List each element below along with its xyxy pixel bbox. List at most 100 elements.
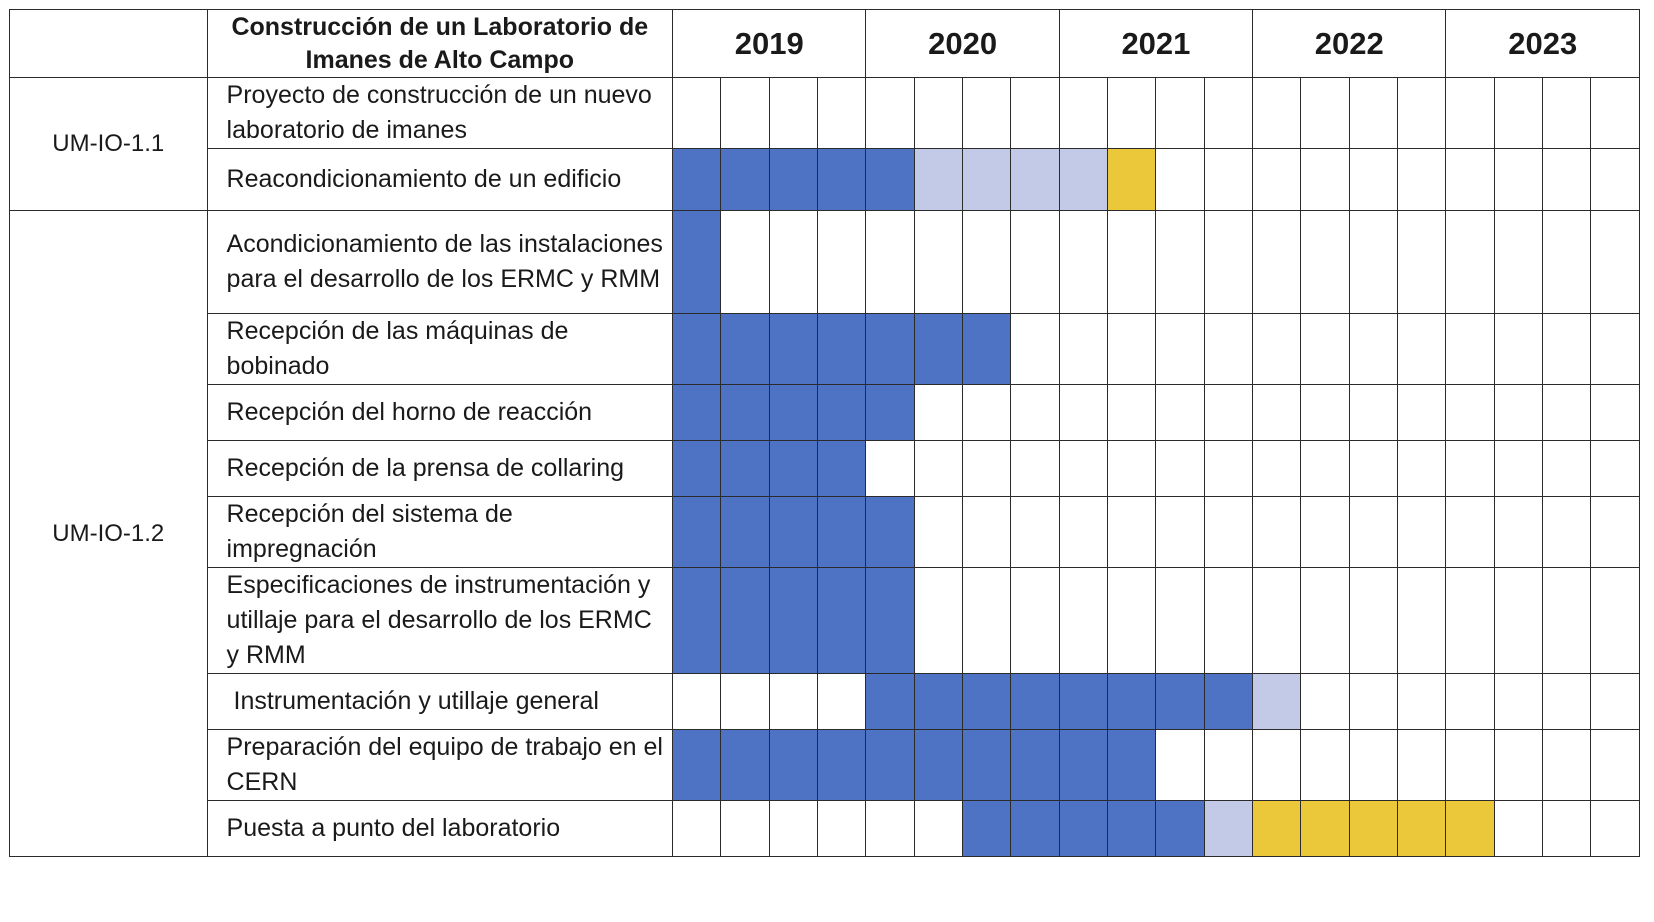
period-cell-empty <box>1058 384 1109 441</box>
period-cell-tentative <box>962 148 1012 211</box>
task-name: Instrumentación y utillaje general <box>206 673 674 730</box>
task-name: Recepción del sistema de impregnación <box>206 496 674 568</box>
period-cell-empty <box>1252 496 1302 568</box>
period-cell-empty <box>1203 729 1254 801</box>
period-cell-milestone <box>1348 800 1399 857</box>
period-cell-planned <box>913 313 964 385</box>
group-code: UM-IO-1.1 <box>9 77 208 211</box>
period-cell-empty <box>1542 729 1592 801</box>
period-cell-empty <box>1397 729 1447 801</box>
period-cell-empty <box>1348 148 1399 211</box>
period-cell-empty <box>1590 729 1640 801</box>
period-cell-tentative <box>1058 148 1109 211</box>
period-cell-empty <box>1348 384 1399 441</box>
period-cell-planned <box>720 567 770 674</box>
period-cell-planned <box>720 148 770 211</box>
period-cell-empty <box>1058 313 1109 385</box>
period-cell-empty <box>1445 496 1495 568</box>
period-cell-empty <box>1107 496 1157 568</box>
year-2023: 2023 <box>1445 9 1640 78</box>
period-cell-empty <box>1300 496 1350 568</box>
period-cell-empty <box>1058 567 1109 674</box>
period-cell-empty <box>1058 77 1109 149</box>
period-cell-empty <box>1010 384 1060 441</box>
year-2022: 2022 <box>1252 9 1447 78</box>
header-row: Construcción de un Laboratorio de Imanes… <box>9 9 1640 78</box>
period-cell-empty <box>1445 567 1495 674</box>
period-cell-planned <box>768 148 819 211</box>
period-cell-empty <box>1348 567 1399 674</box>
period-cell-empty <box>913 567 964 674</box>
task-row: Recepción del sistema de impregnación <box>10 496 1640 568</box>
period-cell-planned <box>672 567 722 674</box>
period-cell-planned <box>768 384 819 441</box>
year-2021: 2021 <box>1058 9 1254 78</box>
task-name: Puesta a punto del laboratorio <box>206 800 674 857</box>
period-cell-empty <box>962 384 1012 441</box>
period-cell-planned <box>865 384 915 441</box>
period-cell-empty <box>1107 440 1157 497</box>
period-cell-empty <box>1155 496 1205 568</box>
period-cell-empty <box>1300 673 1350 730</box>
period-cell-empty <box>865 77 915 149</box>
period-cell-empty <box>1203 210 1254 314</box>
period-cell-planned <box>672 440 722 497</box>
period-cell-empty <box>1010 496 1060 568</box>
period-cell-planned <box>817 567 867 674</box>
period-cell-empty <box>1397 210 1447 314</box>
period-cell-planned <box>672 729 722 801</box>
period-cell-empty <box>1203 148 1254 211</box>
period-cell-empty <box>1252 77 1302 149</box>
period-cell-empty <box>1203 384 1254 441</box>
period-cell-empty <box>1590 313 1640 385</box>
period-cell-empty <box>1493 800 1544 857</box>
period-cell-empty <box>1300 148 1350 211</box>
period-cell-empty <box>1445 210 1495 314</box>
period-cell-empty <box>1445 440 1495 497</box>
period-cell-planned <box>768 313 819 385</box>
period-cell-empty <box>1300 77 1350 149</box>
period-cell-milestone <box>1107 148 1157 211</box>
task-name: Recepción de la prensa de collaring <box>206 440 674 497</box>
header-title: Construcción de un Laboratorio de Imanes… <box>206 9 674 78</box>
period-cell-planned <box>720 440 770 497</box>
period-cell-empty <box>1348 313 1399 385</box>
period-cell-empty <box>1107 210 1157 314</box>
period-cell-empty <box>1348 440 1399 497</box>
task-row: Preparación del equipo de trabajo en el … <box>10 729 1640 801</box>
period-cell-empty <box>817 673 867 730</box>
period-cell-empty <box>1300 313 1350 385</box>
period-cell-empty <box>817 210 867 314</box>
period-cell-empty <box>672 800 722 857</box>
period-cell-empty <box>913 210 964 314</box>
period-cell-planned <box>1010 800 1060 857</box>
task-name: Proyecto de construcción de un nuevo lab… <box>206 77 674 149</box>
task-name: Recepción del horno de reacción <box>206 384 674 441</box>
period-cell-planned <box>817 440 867 497</box>
period-cell-planned <box>817 729 867 801</box>
period-cell-empty <box>962 567 1012 674</box>
period-cell-empty <box>1493 440 1544 497</box>
period-cell-empty <box>1203 313 1254 385</box>
task-name: Recepción de las máquinas de bobinado <box>206 313 674 385</box>
period-cell-empty <box>817 77 867 149</box>
period-cell-planned <box>672 384 722 441</box>
period-cell-empty <box>1300 384 1350 441</box>
task-row: Recepción de la prensa de collaring <box>10 440 1640 497</box>
period-cell-milestone <box>1300 800 1350 857</box>
period-cell-empty <box>1107 384 1157 441</box>
period-cell-empty <box>865 440 915 497</box>
period-cell-empty <box>1493 729 1544 801</box>
period-cell-planned <box>865 313 915 385</box>
period-cell-planned <box>865 567 915 674</box>
period-cell-empty <box>962 210 1012 314</box>
period-cell-empty <box>1155 148 1205 211</box>
period-cell-empty <box>1590 384 1640 441</box>
period-cell-empty <box>913 496 964 568</box>
period-cell-empty <box>1203 440 1254 497</box>
period-cell-empty <box>720 673 770 730</box>
period-cell-empty <box>1252 440 1302 497</box>
period-cell-planned <box>768 567 819 674</box>
period-cell-empty <box>1445 313 1495 385</box>
period-cell-empty <box>1397 440 1447 497</box>
